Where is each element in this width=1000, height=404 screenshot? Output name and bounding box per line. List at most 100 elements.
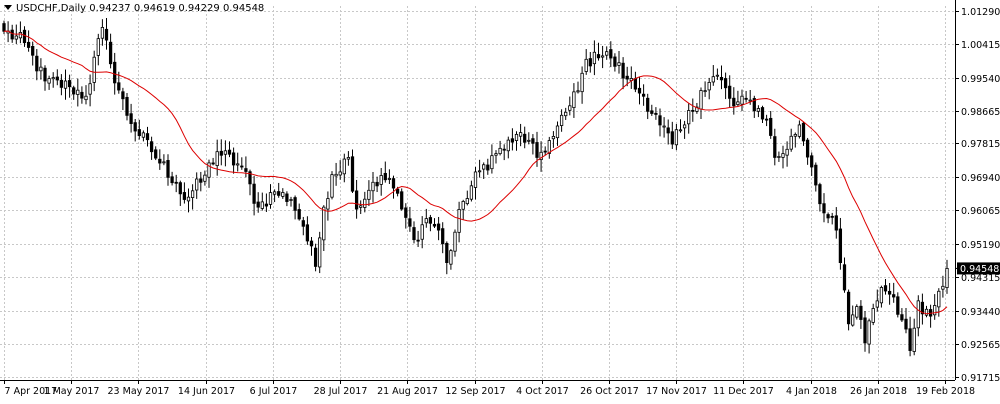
candle-body [272, 191, 277, 195]
candle-body [182, 192, 187, 200]
candle-body [281, 192, 285, 197]
candle-body [240, 165, 244, 168]
candle-body [158, 158, 162, 164]
candle-body [605, 51, 609, 56]
y-tick-label: 0.91715 [961, 373, 1000, 384]
candle-body [650, 110, 654, 114]
candle-body [359, 205, 363, 208]
candle-body [805, 139, 810, 158]
candle-body [178, 182, 182, 195]
candle-body [330, 174, 334, 198]
candle-body [732, 97, 736, 107]
candle-body [699, 90, 703, 110]
candle-body [318, 237, 322, 268]
candle-body [371, 181, 375, 192]
candle-body [695, 106, 699, 112]
candle-body [14, 35, 18, 40]
candle-body [277, 191, 281, 196]
candle-body [703, 90, 707, 93]
candle-body [387, 178, 392, 180]
candle-body [662, 125, 666, 128]
candle-body [736, 101, 740, 106]
candle-body [666, 127, 670, 134]
candle-body [457, 209, 461, 233]
ohlc-open: 0.94237 [89, 3, 131, 14]
candle-body [887, 290, 892, 295]
candle-body [933, 305, 937, 316]
candle-body [162, 161, 166, 164]
candle-body [900, 314, 904, 321]
candle-body [190, 190, 195, 199]
candle-body [268, 192, 273, 205]
candle-body [506, 139, 510, 152]
x-tick-label: 23 May 2017 [108, 386, 170, 397]
x-tick-label: 26 Oct 2017 [580, 386, 639, 397]
y-tick-label: 0.93440 [961, 307, 1000, 318]
candle-body [801, 122, 806, 142]
ohlc-low: 0.94229 [178, 3, 220, 14]
x-tick-label: 14 Jun 2017 [178, 386, 235, 397]
candle-body [199, 178, 203, 183]
candle-body [588, 58, 592, 67]
x-tick-label: 28 Jul 2017 [314, 386, 368, 397]
candle-body [166, 160, 170, 178]
candle-body [383, 172, 387, 181]
y-tick-label: 1.01290 [961, 7, 1000, 18]
candle-body [592, 51, 597, 65]
candle-body [789, 135, 793, 150]
y-tick-label: 0.95190 [961, 240, 1000, 251]
candle-body [908, 328, 912, 351]
candle-body [104, 28, 109, 41]
candle-body [428, 217, 433, 224]
candle-body [10, 29, 14, 40]
candle-body [391, 178, 396, 189]
candle-body [227, 149, 232, 155]
y-tick-label: 0.92565 [961, 340, 1000, 351]
candle-body [313, 247, 318, 267]
candle-body [654, 112, 658, 115]
dropdown-triangle-icon[interactable] [4, 5, 12, 10]
candle-body [826, 214, 830, 219]
candle-body [2, 23, 6, 32]
candle-body [773, 136, 777, 158]
candle-body [834, 215, 838, 231]
candle-body [867, 320, 871, 345]
candle-body [781, 153, 785, 158]
candle-body [531, 138, 535, 144]
candle-body [510, 138, 515, 143]
candle-body [838, 228, 843, 263]
candle-body [236, 163, 240, 166]
candle-body [395, 188, 400, 194]
candle-body [613, 56, 617, 67]
candle-body [445, 242, 449, 263]
candle-body [289, 199, 293, 201]
candle-body [195, 178, 199, 191]
candle-body [518, 132, 523, 137]
y-tick-label: 0.96940 [961, 173, 1000, 184]
candle-body [625, 75, 629, 80]
candle-body [551, 136, 556, 140]
candle-body [637, 87, 642, 94]
candle-body [490, 155, 494, 170]
candle-body [793, 134, 797, 137]
candle-body [728, 85, 732, 99]
y-tick-label: 0.98665 [961, 107, 1000, 118]
candle-body [756, 108, 761, 112]
candle-body [252, 183, 256, 204]
candle-body [564, 111, 568, 117]
candle-body [682, 124, 687, 129]
candle-body [400, 191, 404, 210]
candle-body [322, 206, 326, 241]
chart-header: USDCHF,Daily 0.94237 0.94619 0.94229 0.9… [4, 3, 264, 14]
candle-body [842, 264, 847, 291]
candle-body [461, 201, 465, 210]
candle-body [100, 27, 105, 39]
candle-body [43, 67, 47, 82]
candle-body [547, 140, 551, 154]
candle-body [133, 122, 137, 132]
x-tick-label: 17 Nov 2017 [646, 386, 707, 397]
candle-body [658, 115, 662, 126]
candle-body [55, 76, 59, 81]
candle-body [904, 318, 908, 330]
candle-body [248, 171, 252, 185]
